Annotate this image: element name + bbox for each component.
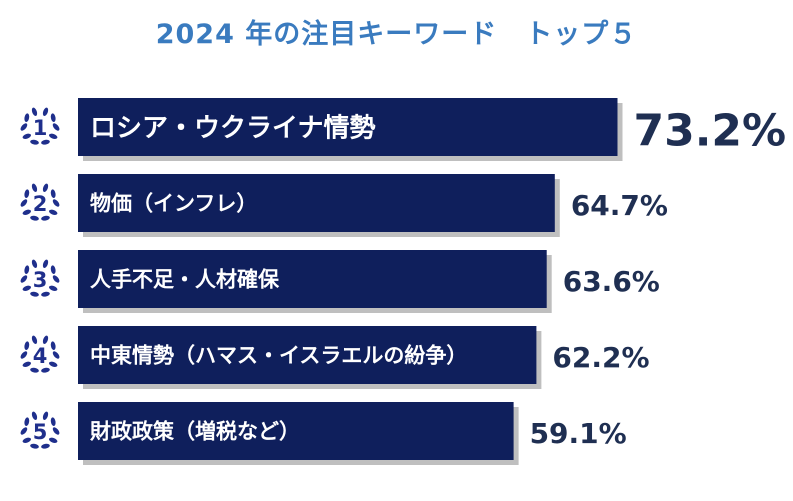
bar: [78, 174, 555, 232]
bar-row: 2 物価（インフレ） 64.7%: [20, 174, 668, 237]
value-label: 73.2%: [633, 105, 786, 156]
rank-number: 2: [33, 192, 48, 216]
bar-row: 1 ロシア・ウクライナ情勢 73.2%: [20, 98, 786, 161]
bar: [78, 250, 547, 308]
value-label: 64.7%: [571, 189, 668, 222]
laurel-wreath-icon: [20, 183, 60, 221]
value-label: 62.2%: [552, 341, 649, 374]
laurel-wreath-icon: [20, 259, 60, 297]
bar-row: 5 財政政策（増税など） 59.1%: [20, 402, 627, 465]
value-label: 63.6%: [563, 265, 660, 298]
rank-number: 3: [33, 268, 48, 292]
bar-row: 3 人手不足・人材確保 63.6%: [20, 250, 660, 313]
rank-number: 1: [33, 116, 48, 140]
bar-label: 物価（インフレ）: [90, 192, 257, 216]
bar: [78, 98, 618, 156]
bar-label: ロシア・ウクライナ情勢: [90, 113, 375, 143]
laurel-wreath-icon: [20, 335, 60, 373]
value-label: 59.1%: [530, 417, 627, 450]
rank-number: 5: [33, 420, 48, 444]
laurel-wreath-icon: [20, 411, 60, 449]
bar-label: 中東情勢（ハマス・イスラエルの紛争）: [90, 344, 467, 368]
chart-title: 2024 年の注目キーワード トップ５: [155, 19, 638, 50]
laurel-wreath-icon: [20, 107, 60, 145]
bar-label: 人手不足・人材確保: [90, 268, 280, 292]
bar-label: 財政政策（増税など）: [90, 420, 300, 444]
rank-number: 4: [33, 344, 48, 368]
bar: [78, 326, 537, 384]
bar-row: 4 中東情勢（ハマス・イスラエルの紛争） 62.2%: [20, 326, 650, 389]
bar: [78, 402, 514, 460]
